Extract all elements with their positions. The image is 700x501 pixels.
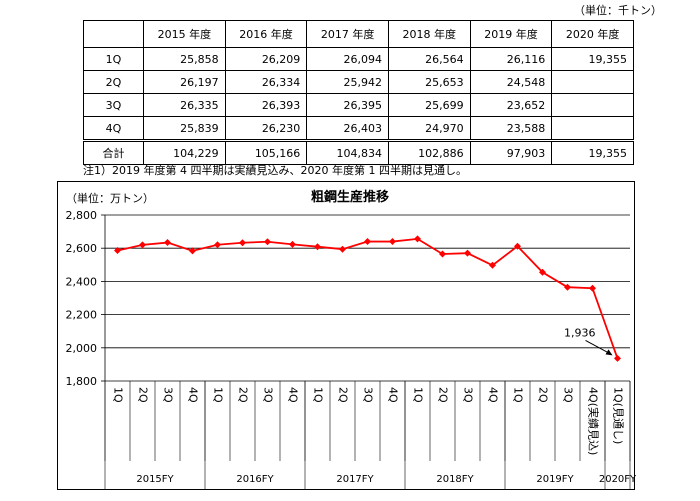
data-point — [589, 284, 596, 292]
column-header: 2015 年度 — [143, 20, 226, 48]
data-point — [189, 247, 196, 255]
x-tick-label: 1Q — [512, 387, 525, 403]
table-cell: 26,564 — [387, 47, 471, 71]
chart-frame — [57, 181, 635, 490]
table-corner-cell — [83, 20, 144, 48]
y-tick-label: 2,200 — [66, 309, 98, 322]
table-cell: 25,858 — [143, 47, 226, 71]
data-point — [464, 249, 471, 257]
data-point — [314, 243, 321, 251]
x-tick-label: 3Q — [362, 387, 375, 403]
table-header-row: 2015 年度 2016 年度 2017 年度 2018 年度 2019 年度 … — [83, 20, 634, 48]
total-cell: 19,355 — [551, 139, 634, 165]
x-tick-label: 1Q — [112, 387, 125, 403]
table-cell — [551, 93, 634, 117]
x-tick-label: 4Q — [387, 387, 400, 403]
table-cell: 26,094 — [306, 47, 389, 71]
total-cell: 104,834 — [306, 139, 389, 165]
table-total-row: 合計 104,229 105,166 104,834 102,886 97,90… — [83, 139, 634, 165]
y-tick-label: 2,800 — [66, 209, 98, 222]
data-point — [614, 354, 621, 362]
x-tick-label: 3Q — [562, 387, 575, 403]
x-tick-label: 2Q — [137, 387, 150, 403]
table-row: 2Q 26,197 26,334 25,942 25,653 24,548 — [83, 70, 634, 94]
table-cell: 19,355 — [551, 47, 634, 71]
x-group-label: 2017FY — [336, 474, 374, 485]
x-tick-label: 2Q — [337, 387, 350, 403]
chart-title: 粗鋼生産推移 — [310, 190, 389, 205]
x-tick-label: 4Q — [287, 387, 300, 403]
table-cell: 26,197 — [143, 70, 226, 94]
x-tick-label: 2Q — [437, 387, 450, 403]
row-label: 1Q — [83, 47, 144, 71]
x-group-label: 2018FY — [436, 474, 474, 485]
total-cell: 105,166 — [224, 139, 308, 165]
annotation-label: 1,936 — [564, 326, 596, 339]
data-point — [339, 245, 346, 253]
data-point — [514, 242, 521, 250]
data-point — [414, 235, 421, 243]
table-cell: 26,403 — [306, 116, 389, 141]
total-cell: 102,886 — [387, 139, 471, 165]
y-tick-label: 2,000 — [66, 342, 98, 355]
table-cell: 23,652 — [469, 93, 553, 117]
y-tick-label: 1,800 — [66, 375, 98, 388]
x-group-label: 2016FY — [236, 474, 274, 485]
data-point — [489, 261, 496, 269]
data-point — [264, 238, 271, 246]
table-cell: 25,839 — [143, 116, 226, 141]
total-cell: 104,229 — [143, 139, 226, 165]
x-tick-label: 2Q — [537, 387, 550, 403]
production-table: 2015 年度 2016 年度 2017 年度 2018 年度 2019 年度 … — [83, 20, 634, 165]
x-tick-label: 2Q — [237, 387, 250, 403]
footnote: 注1）2019 年度第 4 四半期は実績見込み、2020 年度第 1 四半期は見… — [83, 164, 467, 177]
y-tick-label: 2,600 — [66, 242, 98, 255]
x-group-label: 2015FY — [136, 474, 174, 485]
table-row: 3Q 26,335 26,393 26,395 25,699 23,652 — [83, 93, 634, 117]
data-point — [214, 241, 221, 249]
data-point — [239, 239, 246, 247]
series-line — [117, 237, 619, 359]
x-tick-label: 4Q(実績見込) — [587, 387, 601, 455]
data-point — [389, 238, 396, 246]
x-tick-label: 1Q — [312, 387, 325, 403]
table-cell: 26,209 — [224, 47, 308, 71]
data-point — [114, 247, 121, 255]
x-tick-label: 3Q — [462, 387, 475, 403]
data-point — [539, 268, 546, 276]
table-cell — [551, 70, 634, 94]
annotation-arrowhead — [605, 349, 613, 356]
column-header: 2017 年度 — [306, 20, 389, 48]
x-tick-label: 1Q — [212, 387, 225, 403]
table-row: 1Q 25,858 26,209 26,094 26,564 26,116 19… — [83, 47, 634, 71]
table-cell: 24,548 — [469, 70, 553, 94]
data-point — [564, 283, 571, 291]
data-point — [439, 250, 446, 258]
row-label: 2Q — [83, 70, 144, 94]
table-cell: 25,699 — [387, 93, 471, 117]
x-tick-label: 4Q — [487, 387, 500, 403]
total-cell: 97,903 — [469, 139, 553, 165]
total-label: 合計 — [83, 139, 144, 165]
table-cell: 26,334 — [224, 70, 308, 94]
data-point — [364, 238, 371, 246]
x-tick-label: 1Q(見通し) — [612, 387, 625, 444]
table-cell: 26,335 — [143, 93, 226, 117]
table-cell: 26,393 — [224, 93, 308, 117]
x-tick-label: 4Q — [187, 387, 200, 403]
data-point — [164, 239, 171, 247]
x-tick-label: 1Q — [412, 387, 425, 403]
x-group-label: 2020FY — [599, 474, 637, 485]
x-group-label: 2019FY — [536, 474, 574, 485]
x-tick-label: 3Q — [162, 387, 175, 403]
table-unit-label: （単位：千トン） — [574, 4, 662, 17]
x-tick-label: 3Q — [262, 387, 275, 403]
chart-unit-label: （単位：万トン） — [66, 192, 154, 205]
y-tick-label: 2,400 — [66, 275, 98, 288]
data-point — [289, 240, 296, 248]
row-label: 3Q — [83, 93, 144, 117]
data-point — [139, 241, 146, 249]
column-header: 2020 年度 — [551, 20, 634, 48]
